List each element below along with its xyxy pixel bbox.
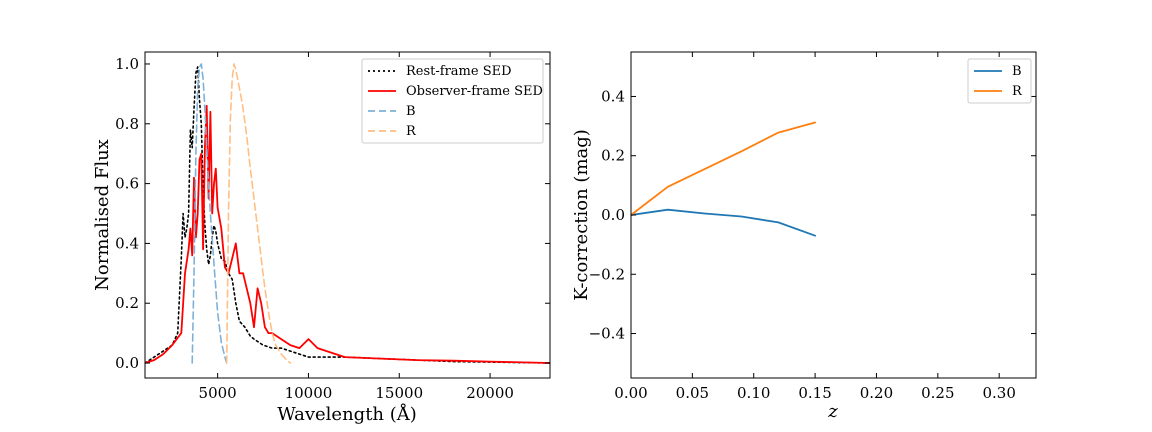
kcorr-y-axis-label: K-correction (mag) (571, 129, 592, 301)
sed-series-line-r (227, 64, 291, 363)
sed-y-tick-label: 0.8 (115, 115, 139, 133)
sed-x-tick-label: 15000 (375, 384, 423, 402)
sed-legend-label: Observer-frame SED (406, 84, 543, 99)
sed-legend: Rest-frame SED Observer-frame SED BR (362, 59, 543, 143)
sed-x-axis-label: Wavelength (Å) (277, 403, 417, 425)
kcorr-y-tick-label: −0.4 (589, 325, 625, 343)
kcorr-x-tick-label: 0.30 (982, 384, 1015, 402)
sed-y-axis-label: Normalised Flux (92, 139, 113, 291)
kcorr-x-tick-label: 0.20 (860, 384, 893, 402)
kcorr-y-tick-label: 0.2 (601, 147, 625, 165)
sed-panel: 5000 10000 15000 20000 0.0 0.2 0.4 0.6 0.8 1.0 Wa… (92, 52, 550, 425)
sed-y-tick-label: 0.2 (115, 294, 139, 312)
sed-y-tick-label: 0.0 (115, 354, 139, 372)
sed-legend-label: Rest-frame SED (406, 64, 512, 79)
kcorr-x-tick-label: 0.05 (676, 384, 709, 402)
sed-y-tick-label: 1.0 (115, 55, 139, 73)
sed-y-tick-label: 0.4 (115, 234, 139, 252)
sed-x-tick-label: 5000 (199, 384, 237, 402)
sed-x-tick-label: 20000 (466, 384, 514, 402)
kcorr-x-axis-label: z (827, 401, 838, 422)
sed-legend-label: R (406, 124, 417, 139)
kcorr-y-tick-label: −0.2 (589, 265, 625, 283)
sed-legend-label: B (406, 104, 416, 119)
kcorr-series-line-r (631, 123, 815, 216)
kcorr-legend-label: B (1012, 64, 1022, 79)
sed-y-tick-label: 0.6 (115, 175, 139, 193)
kcorr-panel: 0.00 0.05 0.10 0.15 0.20 0.25 0.30 −0.4 −0.2 0.0 0… (571, 52, 1036, 422)
kcorr-y-tick-label: 0.4 (601, 87, 625, 105)
kcorr-x-tick-label: 0.15 (798, 384, 831, 402)
kcorr-legend-label: R (1012, 84, 1023, 99)
kcorr-series-line-b (631, 210, 815, 236)
sed-x-tick-label: 10000 (285, 384, 333, 402)
kcorr-legend: BR (968, 59, 1031, 103)
kcorr-x-tick-label: 0.25 (921, 384, 954, 402)
kcorr-y-tick-label: 0.0 (601, 206, 625, 224)
kcorr-x-tick-label: 0.00 (614, 384, 647, 402)
kcorr-x-tick-label: 0.10 (737, 384, 770, 402)
